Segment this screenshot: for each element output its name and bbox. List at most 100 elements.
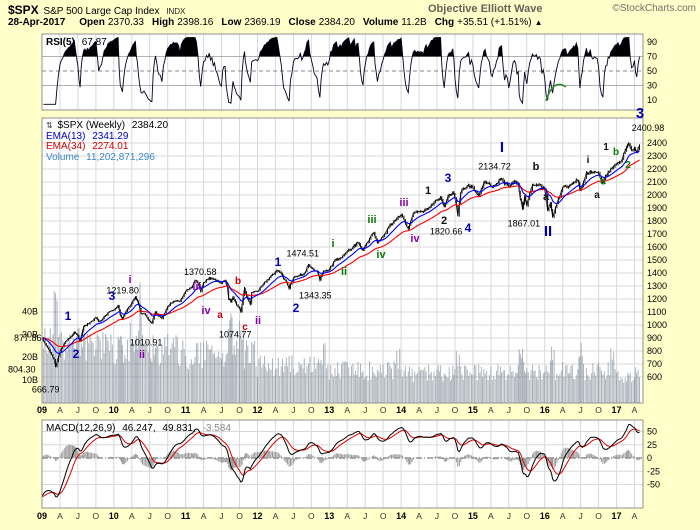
x-axis-label: O [595, 405, 602, 415]
exchange-label: INDX [166, 7, 186, 16]
x-axis-label: O [452, 405, 459, 415]
quote-line: 28-Apr-2017 Open 2370.33 High 2398.16 Low 2369… [8, 17, 543, 28]
x-axis-label-macd: O [380, 511, 387, 521]
elliott-wave-label: a [217, 310, 223, 321]
elliott-wave-label: ii [139, 349, 145, 361]
macd-line [42, 424, 640, 498]
volume-bars [42, 282, 640, 403]
macd-axis-label: 25 [647, 440, 657, 450]
x-axis-label: J [363, 405, 367, 415]
macd-label: MACD(12,26,9) [46, 423, 116, 434]
pivot-price-label: 1820.66 [430, 226, 463, 236]
price-axis-label: 600 [647, 372, 662, 382]
price-axis-label: 1700 [647, 229, 667, 239]
main-panel-border [41, 117, 644, 404]
quote-label-chg: Chg [434, 17, 455, 28]
macd-legend: MACD(12,26,9) 46.247, 49.831, -3.584 [46, 423, 235, 434]
copyright-stockcharts: ©StockCharts.com [612, 3, 696, 14]
price-axis-label: 2400 [647, 138, 667, 148]
x-axis-label-macd: 11 [181, 511, 191, 521]
x-axis-label-macd: 13 [324, 511, 334, 521]
ema13-line [42, 150, 640, 354]
quote-label-close: Close [288, 17, 316, 28]
chart-date: 28-Apr-2017 [8, 17, 66, 28]
elliott-wave-label: 2 [73, 347, 80, 361]
x-axis-label: O [308, 405, 315, 415]
x-axis-label-macd: 16 [540, 511, 550, 521]
pivot-price-label: 1343.35 [299, 290, 332, 300]
quote-value-volume: 11.2B [401, 17, 427, 28]
x-axis-label-macd: A [201, 511, 207, 521]
elliott-wave-label: ii [341, 266, 347, 278]
x-axis-label: 10 [109, 405, 119, 415]
x-axis-label-macd: O [236, 511, 243, 521]
legend-updown-icon: ⇅ [46, 121, 53, 130]
elliott-wave-label: 4 [465, 221, 472, 235]
elliott-wave-label: i [128, 274, 131, 286]
price-axis-label: 1600 [647, 242, 667, 252]
elliott-wave-label: 1 [65, 309, 72, 323]
ema13-label: EMA(13) [46, 130, 86, 142]
legend-close-value: 2384.20 [131, 120, 169, 131]
x-axis-label: J [219, 405, 223, 415]
price-axis-label: 1100 [647, 307, 666, 317]
rsi-axis-label: 30 [647, 81, 657, 91]
price-axis-label: 2000 [647, 190, 667, 200]
x-axis-label: O [523, 405, 530, 415]
x-axis-label-macd: A [488, 511, 494, 521]
price-axis-label: 1500 [647, 255, 667, 265]
x-axis-label-macd: O [93, 511, 100, 521]
rsi-legend: RSI(5) 67.87 [46, 37, 107, 48]
legend-symbol: $SPX (Weekly) [57, 120, 126, 131]
quote-value-chg: +35.51 (+1.51%) [457, 17, 532, 28]
rsi-overbought-fill [103, 37, 119, 57]
pivot-price-label: 1867.01 [508, 218, 541, 228]
x-axis-label-macd: 12 [252, 511, 262, 521]
x-axis-label: J [435, 405, 439, 415]
x-axis-label-macd: J [76, 511, 80, 521]
elliott-wave-label: iii [399, 197, 408, 209]
rsi-axis-label: 70 [647, 52, 657, 62]
elliott-wave-label: iii [367, 214, 376, 226]
pivot-price-label: 1074.77 [219, 329, 252, 339]
rsi-line [43, 37, 640, 105]
quote-label-low: Low [221, 17, 242, 28]
rsi-axis-label: 10 [647, 95, 657, 105]
ema34-value: 2274.01 [92, 141, 129, 152]
macd-value: 46.247, [122, 423, 156, 434]
volume-axis-label: 30B [22, 329, 38, 339]
x-axis-label: A [344, 405, 350, 415]
x-axis-label: J [148, 405, 152, 415]
elliott-wave-label: 2 [441, 215, 447, 227]
elliott-wave-label: iv [376, 249, 386, 261]
price-close-line [42, 142, 640, 368]
x-axis-label-macd: J [219, 511, 223, 521]
price-axis-label: 1300 [647, 281, 667, 291]
x-axis-label-macd: A [57, 511, 63, 521]
pivot-price-label: 1370.58 [184, 267, 217, 277]
rsi-value: 67.87 [81, 37, 107, 48]
x-axis-label: 14 [396, 405, 406, 415]
x-axis-label-macd: O [523, 511, 530, 521]
rsi-overbought-fill [482, 49, 487, 57]
elliott-wave-label: II [544, 223, 552, 240]
x-axis-label-macd: 15 [468, 511, 478, 521]
macd-signal-value: 49.831, [162, 423, 196, 434]
elliott-wave-label: 3 [445, 171, 452, 185]
x-axis-label-macd: O [452, 511, 459, 521]
legend-symbol-row: ⇅ $SPX (Weekly) 2384.20 [46, 120, 169, 132]
rsi-series-group [43, 37, 640, 105]
elliott-wave-label: b [613, 147, 619, 158]
volume-axis-label: 20B [22, 352, 38, 362]
main-legend: ⇅ $SPX (Weekly) 2384.20 EMA(13) 2341.29 … [46, 120, 169, 164]
legend-ema34-row: EMA(34) 2274.01 [46, 141, 168, 153]
elliott-wave-label: c [242, 322, 248, 333]
x-axis-label-macd: J [148, 511, 152, 521]
x-axis-label: A [488, 405, 494, 415]
legend-volume-row: Volume 11,202,871,296 [46, 152, 168, 164]
price-axis-label: 1900 [647, 203, 667, 213]
elliott-wave-label: a [600, 176, 606, 187]
rsi-overbought-fill [412, 37, 442, 57]
x-axis-label: J [76, 405, 80, 415]
macd-axis-label: 0 [647, 453, 652, 463]
